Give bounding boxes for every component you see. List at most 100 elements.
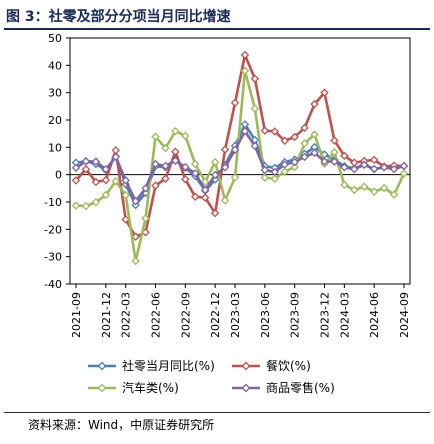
legend-label: 社零当月同比(%) <box>122 358 215 373</box>
legend-swatch-marker <box>241 383 251 393</box>
data-point <box>131 256 140 266</box>
data-point <box>181 162 190 172</box>
data-point <box>260 165 270 175</box>
data-point <box>369 155 379 165</box>
y-tick-label: 10 <box>48 141 62 154</box>
data-point <box>81 201 91 211</box>
data-point <box>91 177 101 187</box>
data-point <box>151 181 160 190</box>
x-tick-label: 2023-03 <box>229 292 242 338</box>
data-point <box>220 196 230 205</box>
data-point <box>101 175 111 185</box>
series-3 <box>71 126 409 206</box>
legend-swatch-marker <box>97 383 107 393</box>
x-tick-label: 2023-12 <box>318 292 331 338</box>
data-point <box>131 232 140 241</box>
chart-legend: 社零当月同比(%) 餐饮(%) 汽车类(%) 商品零售(%) <box>88 358 335 395</box>
x-tick-label: 2024-09 <box>398 292 411 338</box>
y-tick-label: 30 <box>48 87 62 100</box>
source-rule <box>4 412 430 413</box>
data-point <box>71 163 81 173</box>
data-point <box>379 183 389 193</box>
data-point <box>230 173 240 182</box>
data-point <box>290 162 299 172</box>
data-point <box>200 185 210 195</box>
data-point <box>369 164 379 174</box>
data-point <box>260 126 270 135</box>
source-note: 资料来源：Wind，中原证券研究所 <box>28 418 215 432</box>
legend-label: 汽车类(%) <box>122 380 179 395</box>
series-1 <box>71 50 409 241</box>
y-tick-label: -10 <box>44 196 62 209</box>
data-point <box>151 159 160 169</box>
data-point <box>320 157 329 166</box>
data-point <box>171 156 180 165</box>
data-point <box>91 198 101 207</box>
plot-frame <box>69 37 411 285</box>
data-point <box>360 182 369 191</box>
x-tick-label: 2021-12 <box>100 292 113 338</box>
data-point <box>250 74 260 83</box>
data-point <box>340 151 349 161</box>
data-point <box>360 160 369 170</box>
data-point <box>300 139 309 148</box>
x-tick-label: 2022-12 <box>209 292 222 338</box>
legend-item-0: 社零当月同比(%) <box>88 358 215 373</box>
y-tick-label: 40 <box>48 59 62 72</box>
data-point <box>330 148 339 157</box>
data-point <box>101 164 111 174</box>
series-line <box>75 129 405 203</box>
data-point <box>310 130 319 139</box>
legend-item-2: 汽车类(%) <box>88 380 179 395</box>
data-point <box>240 66 250 76</box>
y-tick-label: -20 <box>44 223 62 236</box>
legend-swatch-marker <box>97 361 107 371</box>
data-point <box>121 190 130 200</box>
data-point <box>220 163 230 172</box>
x-tick-label: 2022-09 <box>179 292 192 338</box>
data-point <box>220 145 230 154</box>
data-point <box>379 163 389 172</box>
data-point <box>181 175 190 184</box>
data-point <box>91 157 101 166</box>
data-point <box>240 50 250 60</box>
data-point <box>389 164 399 174</box>
data-point <box>270 167 280 177</box>
data-point <box>290 157 299 167</box>
data-point <box>310 99 319 109</box>
series-line <box>75 53 405 239</box>
data-point <box>71 201 81 210</box>
x-tick-label: 2022-03 <box>120 292 133 338</box>
y-tick-label: 0 <box>55 169 62 182</box>
y-tick-label: 50 <box>48 32 62 45</box>
data-point <box>280 136 289 145</box>
series-2 <box>71 66 409 266</box>
y-tick-label: 20 <box>48 114 62 127</box>
data-point <box>161 161 170 171</box>
data-point <box>200 177 210 186</box>
chart-series <box>71 50 409 266</box>
data-point <box>131 196 140 206</box>
x-tick-label: 2021-09 <box>70 292 83 338</box>
legend-item-3: 商品零售(%) <box>232 380 335 395</box>
data-point <box>81 164 91 174</box>
x-tick-label: 2024-06 <box>368 292 381 338</box>
data-point <box>369 187 379 196</box>
data-point <box>111 177 120 186</box>
data-point <box>320 88 329 97</box>
chart-axes: -40 -30 -20 -10 0 10 20 30 40 50 2021-09 2021-12 202… <box>44 32 411 338</box>
data-point <box>171 126 180 136</box>
data-point <box>151 132 160 141</box>
data-point <box>200 193 210 202</box>
data-point <box>270 127 280 136</box>
data-point <box>161 174 170 183</box>
data-point <box>240 126 250 136</box>
data-point <box>161 143 170 153</box>
data-point <box>191 159 200 169</box>
data-point <box>191 192 200 202</box>
x-tick-label: 2023-09 <box>289 292 302 338</box>
data-point <box>340 163 349 172</box>
data-point <box>111 146 120 155</box>
series-line <box>75 69 406 263</box>
data-point <box>181 131 190 141</box>
